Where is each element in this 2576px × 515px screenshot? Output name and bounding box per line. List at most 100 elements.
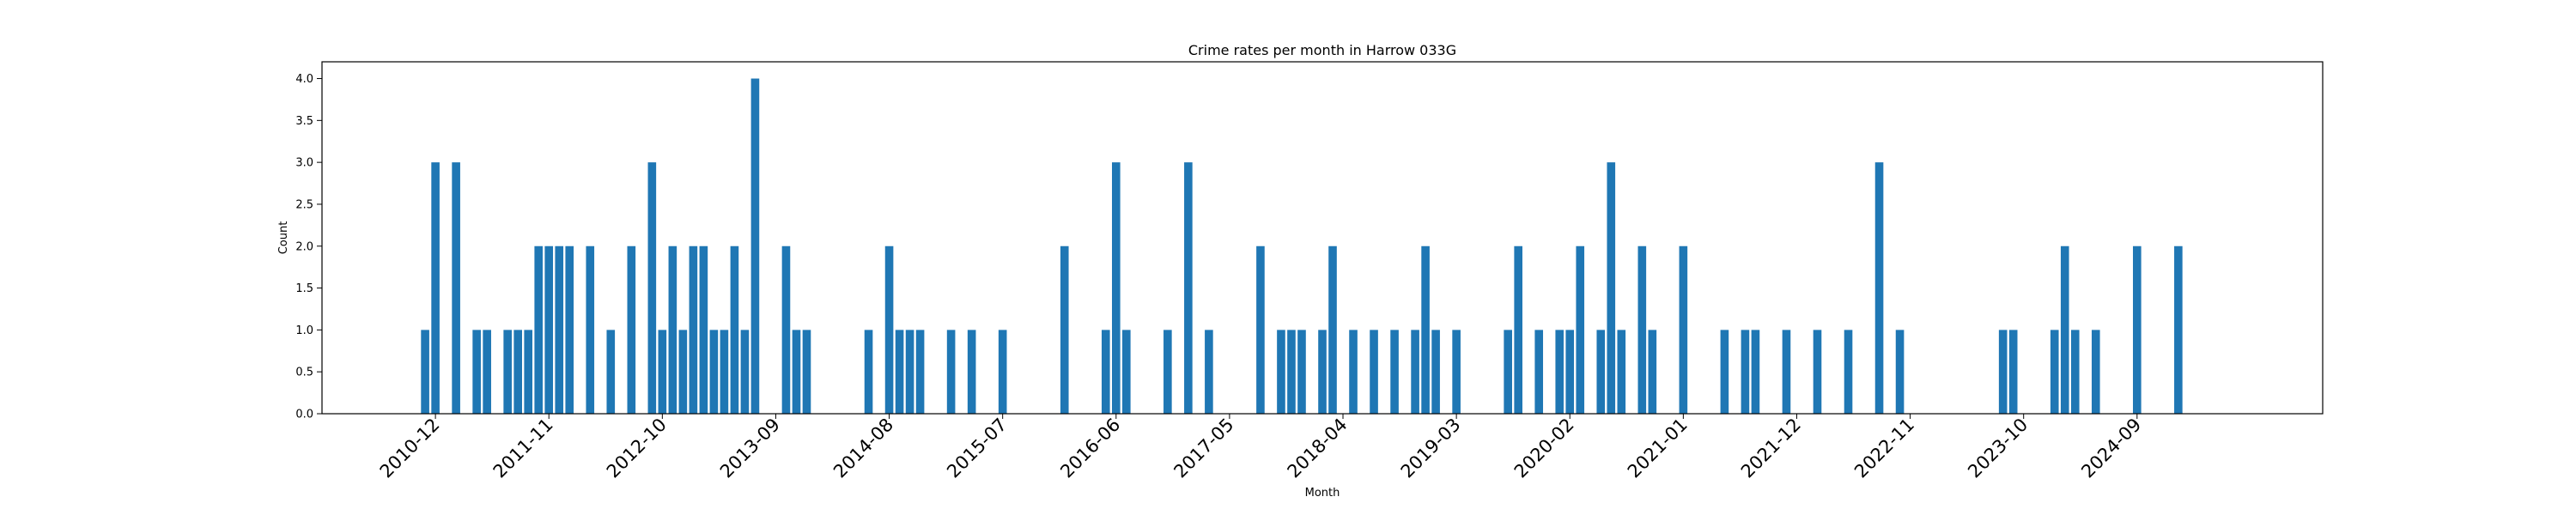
bar [1720,330,1729,414]
bar [1060,245,1069,414]
bar [2060,245,2069,414]
bar [658,330,667,414]
y-tick-label: 3.0 [295,157,313,170]
bar [864,330,873,414]
plot-frame [321,61,2324,415]
bar [1318,330,1327,414]
y-tick-label: 2.5 [295,198,313,211]
bar [2008,330,2018,414]
bar [2133,245,2142,414]
bar [431,162,440,414]
bar [792,330,801,414]
bar [1328,245,1337,414]
bar [1637,245,1647,414]
bar [895,330,904,414]
bar [1111,162,1121,414]
x-tick-label: 2021-12 [1737,415,1805,482]
bar [1679,245,1688,414]
x-tick-label: 2010-12 [376,415,444,482]
bar [802,330,811,414]
bar [1163,330,1172,414]
bar [1514,245,1522,414]
x-tick-label: 2022-11 [1850,415,1918,482]
bar [1277,330,1285,414]
bar [720,330,729,414]
x-tick-label: 2016-06 [1056,415,1124,482]
bar [699,245,708,414]
bar [606,330,616,414]
chart-title: Crime rates per month in Harrow 033G [1188,42,1456,58]
bar [647,162,657,414]
bar [2091,330,2100,414]
bar [1813,330,1822,414]
bar [750,78,760,415]
bar [740,330,750,414]
bar [1122,330,1131,414]
bar [524,330,533,414]
x-tick-label: 2020-02 [1510,415,1578,482]
bar [1534,330,1544,414]
bar [452,162,460,414]
bar [781,245,791,414]
bar [2070,330,2080,414]
bar [1617,330,1626,414]
bar [1741,330,1750,414]
y-tick-label: 4.0 [295,73,313,86]
bar [1390,330,1399,414]
bar [1287,330,1296,414]
bar [627,245,636,414]
bar [472,330,481,414]
bars-group [421,78,2183,415]
bar [1205,330,1213,414]
bar [2050,330,2059,414]
bar [503,330,512,414]
bar [668,245,677,414]
bar [1370,330,1378,414]
x-tick-label: 2013-09 [716,415,784,482]
bar [483,330,491,414]
x-tick-label: 2015-07 [943,415,1011,482]
bar [1565,330,1575,414]
bar [967,330,976,414]
bar [1782,330,1791,414]
bar [884,245,894,414]
x-tick-label: 2024-09 [2077,415,2145,482]
y-tick-label: 0.0 [295,409,313,421]
bar [1648,330,1657,414]
bar [544,245,554,414]
bar [1607,162,1616,414]
y-axis-label: Count [277,221,290,255]
bar [1297,330,1306,414]
bar [513,330,522,414]
bar [1184,162,1193,414]
bar [555,245,564,414]
y-tick-label: 2.0 [295,240,313,253]
x-tick-label: 2023-10 [1964,415,2032,482]
bar [1844,330,1853,414]
bar [905,330,914,414]
x-axis-label: Month [1305,487,1340,500]
x-tick-label: 2019-03 [1397,415,1465,482]
bar [421,330,429,414]
x-tick-label: 2018-04 [1284,415,1352,482]
bar [730,245,739,414]
bar [1431,330,1440,414]
bar [1349,330,1358,414]
bar [678,330,688,414]
y-tick-label: 0.5 [295,367,313,379]
bar [1555,330,1564,414]
bar [1452,330,1461,414]
bar [1421,245,1430,414]
x-axis-ticks: 2010-12 2011-11 2012-10 2013-09 2014-08 2015-… [376,414,2145,482]
bar [915,330,925,414]
bar [586,245,595,414]
y-tick-label: 1.0 [295,324,313,337]
x-tick-label: 2017-05 [1170,415,1237,482]
x-tick-label: 2014-08 [829,415,897,482]
bar [1895,330,1905,414]
bar [709,330,719,414]
x-tick-label: 2021-01 [1624,415,1692,482]
bar [1411,330,1419,414]
bar [1101,330,1110,414]
